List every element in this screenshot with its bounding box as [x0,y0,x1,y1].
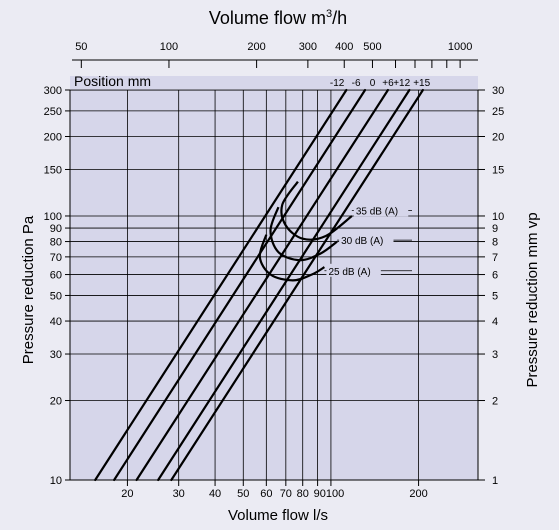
y-tick-label: 250 [44,106,62,118]
position-label: Position mm [74,73,151,89]
y-right-tick-label: 20 [492,131,504,143]
y-axis-label-right: Pressure reduction mm vp [524,212,541,387]
position-labels: -12 -6 0 +6 +12 +15 [330,78,431,89]
y-tick-label: 300 [44,85,62,97]
noise-curve [280,180,353,241]
noise-label: 30 dB (A) [341,236,383,247]
y-tick-label: 30 [50,349,62,361]
position-label-box [70,76,478,90]
right-axis: 1 2 3 4 5 6 7 8 910 15 20 25 30 [478,85,504,487]
left-axis: 10 20 30 40 50 60 70 80 90100 150 200 250 300 [44,85,70,487]
top-tick-label: 500 [363,41,381,53]
noise-label: 35 dB (A) [356,206,398,217]
y-tick-label: 100 [44,211,62,223]
position-lines [94,88,425,482]
y-tick-label: 80 [50,237,62,249]
x-tick-label: 90100 [314,488,345,500]
position-line [112,88,367,482]
noise-curves: 35 dB (A) 30 dB (A) 25 dB (A) [258,180,412,282]
y-tick-label: 150 [44,164,62,176]
position-line [157,88,411,482]
noise-curve [269,206,338,262]
y-tick-label: 20 [50,396,62,408]
y-right-tick-label: 30 [492,85,504,97]
y-right-tick-label: 10 [492,211,504,223]
y-right-tick-label: 4 [492,316,498,328]
position-label-tick: -6 [352,78,361,89]
y-tick-label: 200 [44,131,62,143]
top-tick-label: 300 [299,41,317,53]
y-tick-label: 60 [50,270,62,282]
top-tick-label: 400 [335,41,353,53]
plot-area [69,89,479,481]
x-tick-label: 70 [280,488,292,500]
y-right-tick-label: 5 [492,290,498,302]
y-right-tick-label: 8 [492,237,498,249]
x-tick-label: 60 [260,488,272,500]
position-line [135,88,390,482]
top-tick-label: 100 [160,41,178,53]
bottom-axis: 20 30 40 50 60 70 80 90100 200 [121,480,428,500]
x-tick-label: 200 [409,488,427,500]
noise-curve [258,234,325,282]
x-tick-label: 80 [297,488,309,500]
y-tick-label: 90 [50,223,62,235]
noise-label-bg [353,203,409,217]
position-label-tick: +12 [393,78,410,89]
position-line [94,88,348,482]
x-tick-label: 40 [209,488,221,500]
position-label-tick: 0 [370,78,376,89]
y-right-tick-label: 3 [492,349,498,361]
position-label-tick: +6 [382,78,394,89]
y-tick-label: 70 [50,252,62,264]
y-tick-label: 40 [50,316,62,328]
noise-label-bg [339,233,394,247]
position-label-tick: +15 [413,78,430,89]
top-axis: 50 100 200 300 400 500 1000 [72,41,478,68]
position-line [170,88,425,482]
y-tick-label: 10 [50,475,62,487]
noise-label: 25 dB (A) [328,267,370,278]
y-tick-label: 50 [50,290,62,302]
top-tick-label: 200 [247,41,265,53]
grid [70,89,478,481]
y-right-tick-label: 1 [492,475,498,487]
noise-label-bg [326,263,381,277]
y-right-tick-label: 7 [492,252,498,264]
y-axis-label-left: Pressure reduction Pa [20,215,37,364]
x-tick-label: 30 [173,488,185,500]
y-right-tick-label: 6 [492,270,498,282]
top-tick-label: 50 [75,41,87,53]
y-right-tick-label: 9 [492,223,498,235]
y-right-tick-label: 2 [492,396,498,408]
chart-title: Volume flow m3/h [209,8,347,28]
x-tick-label: 20 [121,488,133,500]
y-right-tick-label: 25 [492,106,504,118]
top-tick-label: 1000 [448,41,472,53]
y-right-tick-label: 15 [492,164,504,176]
x-tick-label: 50 [237,488,249,500]
x-axis-label: Volume flow l/s [228,507,328,524]
position-label-tick: -12 [330,78,345,89]
